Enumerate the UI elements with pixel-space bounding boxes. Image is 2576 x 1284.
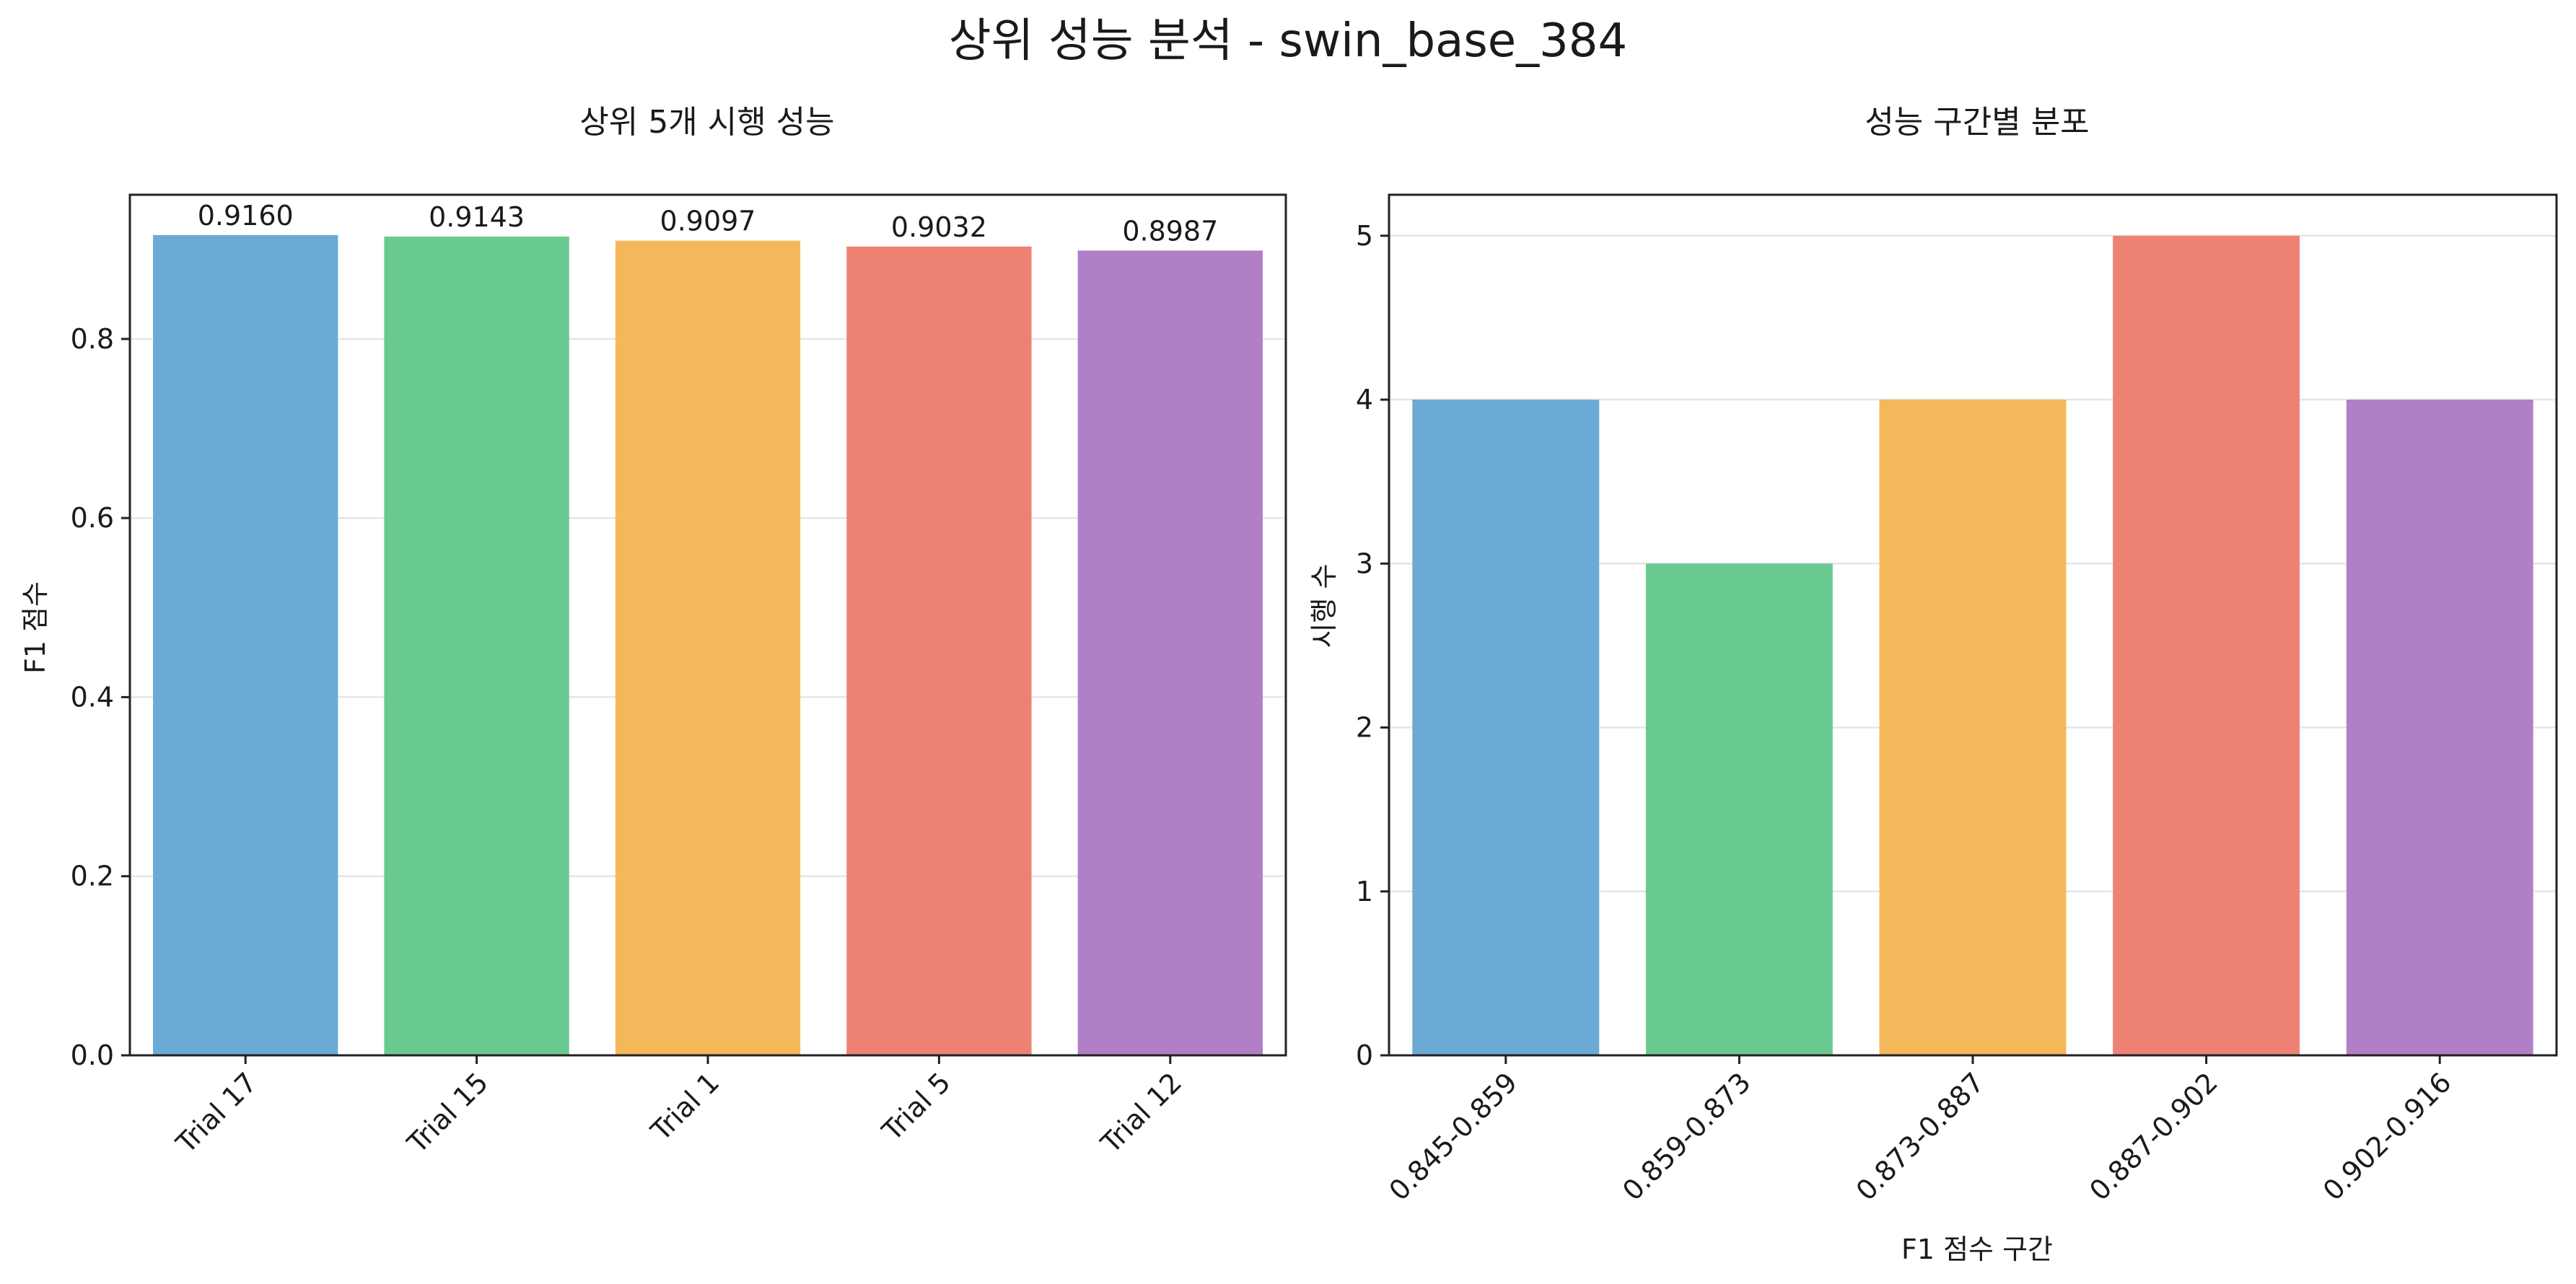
distribution-y-tick-label: 5 bbox=[1356, 220, 1373, 252]
top-trials-data-label: 0.9160 bbox=[198, 200, 294, 232]
distribution-x-tick-label: 0.887-0.902 bbox=[2083, 1066, 2224, 1207]
top-trials-x-tick-label: Trial 5 bbox=[875, 1066, 956, 1147]
distribution-y-tick-label: 0 bbox=[1356, 1039, 1373, 1071]
top-trials-y-tick-label: 0.4 bbox=[71, 681, 114, 713]
top-trials-y-axis-label: F1 점수 bbox=[19, 581, 51, 674]
distribution-bar bbox=[1645, 563, 1833, 1055]
distribution-y-tick-label: 2 bbox=[1356, 712, 1373, 744]
distribution-x-tick-label: 0.873-0.887 bbox=[1850, 1066, 1991, 1207]
distribution-bar bbox=[1879, 400, 2067, 1055]
top-trials-data-label: 0.8987 bbox=[1122, 215, 1218, 247]
top-trials-bar bbox=[846, 246, 1032, 1055]
top-trials-y-tick-label: 0.6 bbox=[71, 502, 114, 534]
distribution-chart: 성능 구간별 분포 시행 수 F1 점수 구간 0 1 2 3 4 5 0.845-0.85… bbox=[1308, 104, 2558, 1265]
top-trials-y-tick-label: 0.8 bbox=[71, 323, 114, 355]
distribution-axes-frame bbox=[1388, 193, 2558, 1057]
distribution-x-tick-label: 0.859-0.873 bbox=[1616, 1066, 1757, 1207]
distribution-y-tick-label: 3 bbox=[1356, 548, 1373, 579]
distribution-chart-title: 성능 구간별 분포 bbox=[1865, 104, 2089, 141]
distribution-x-tick-label: 0.902-0.916 bbox=[2317, 1066, 2458, 1207]
top-trials-data-label: 0.9097 bbox=[660, 206, 756, 237]
top-trials-x-tick-label: Trial 17 bbox=[170, 1066, 263, 1159]
top-trials-axes-frame bbox=[128, 193, 1287, 1057]
top-trials-y-tick-label: 0.0 bbox=[71, 1039, 114, 1071]
top-trials-chart: 상위 5개 시행 성능 F1 점수 0.0 0.2 0.4 0.6 0.8 Trial 1… bbox=[19, 104, 1287, 1160]
distribution-y-tick-label: 1 bbox=[1356, 876, 1373, 907]
distribution-x-axis-label: F1 점수 구간 bbox=[1901, 1234, 2053, 1265]
distribution-bar bbox=[2113, 235, 2300, 1055]
top-trials-x-tick-label: Trial 12 bbox=[1095, 1066, 1188, 1159]
figure-title: 상위 성능 분석 - swin_base_384 bbox=[949, 14, 1628, 68]
distribution-bar bbox=[1412, 400, 1600, 1055]
top-trials-x-tick-label: Trial 1 bbox=[644, 1066, 725, 1147]
top-trials-bar bbox=[153, 234, 338, 1056]
top-trials-bar bbox=[615, 240, 801, 1056]
top-trials-x-tick-label: Trial 15 bbox=[400, 1066, 494, 1159]
top-trials-data-label: 0.9032 bbox=[891, 211, 987, 243]
distribution-x-tick-label: 0.845-0.859 bbox=[1383, 1066, 1523, 1207]
top-trials-y-tick-label: 0.2 bbox=[71, 861, 114, 892]
top-trials-chart-title: 상위 5개 시행 성능 bbox=[579, 104, 834, 141]
top-trials-bar bbox=[384, 236, 569, 1055]
top-trials-data-label: 0.9143 bbox=[429, 201, 525, 233]
top-trials-bar bbox=[1077, 250, 1263, 1055]
distribution-y-axis-label: 시행 수 bbox=[1308, 564, 1340, 648]
distribution-y-tick-label: 4 bbox=[1356, 384, 1373, 415]
distribution-bar bbox=[2346, 400, 2533, 1055]
